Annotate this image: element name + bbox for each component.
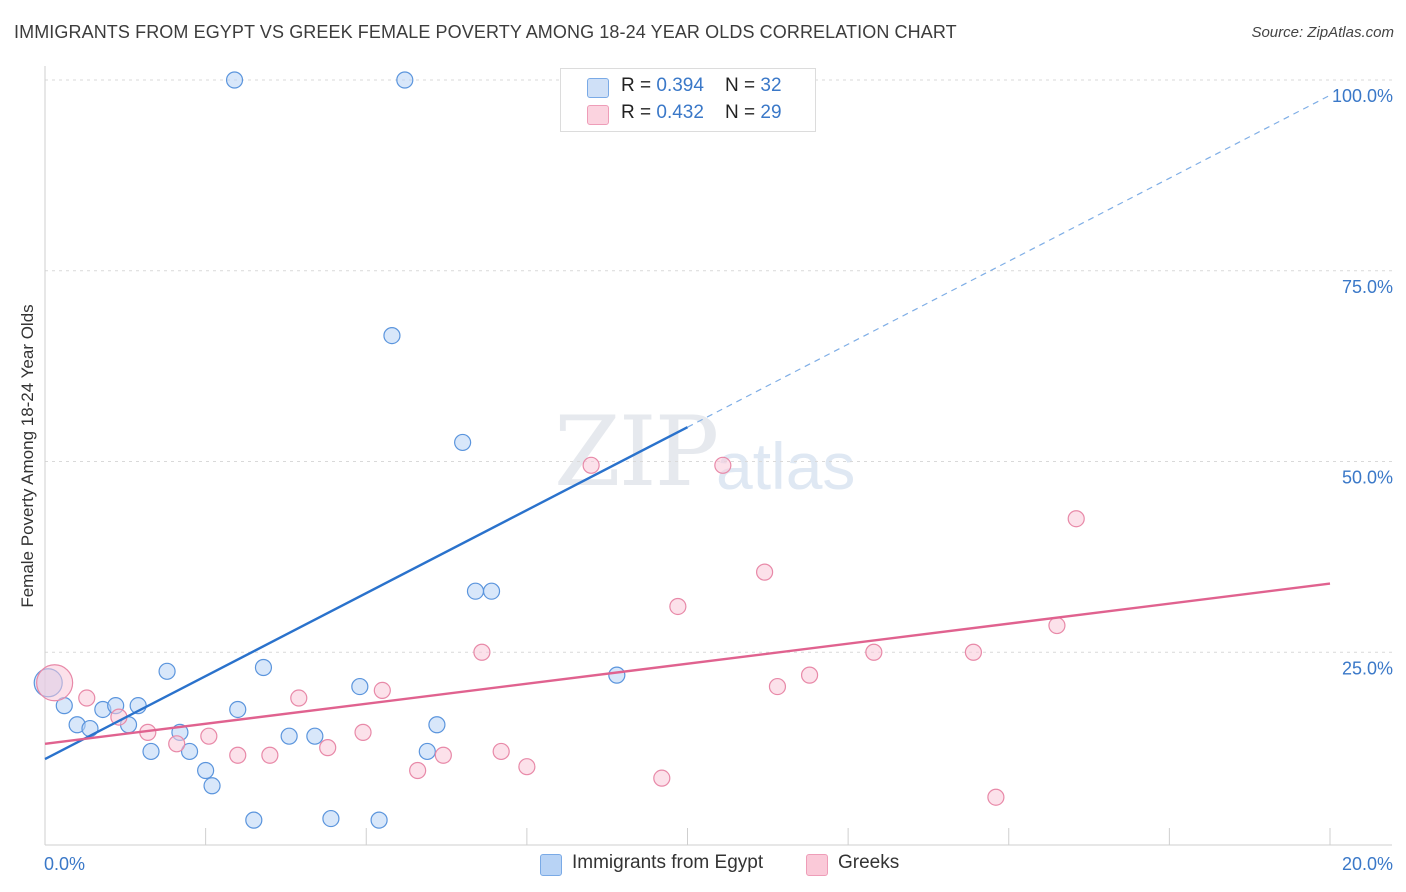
greeks-point (768, 677, 787, 696)
legend-n-value-greeks: 29 (760, 102, 782, 123)
greeks-point (319, 739, 337, 757)
greeks-point (168, 735, 186, 753)
egypt-point (142, 742, 160, 761)
chart-title: IMMIGRANTS FROM EGYPT VS GREEK FEMALE PO… (14, 22, 957, 42)
greeks-point (36, 664, 74, 702)
greeks-point (987, 788, 1005, 806)
greeks-point (434, 746, 452, 764)
egypt-point (608, 666, 626, 684)
greeks-point (800, 666, 819, 684)
greeks-point (865, 643, 883, 661)
greeks-point (200, 727, 218, 745)
legend-r-label: R = (621, 75, 657, 96)
y-tick-label: 75.0% (1342, 277, 1393, 297)
greeks-point (582, 456, 600, 474)
egypt-point (370, 811, 388, 829)
correlation-legend: R = 0.394 N = 32 R = 0.432 N = 29 (560, 68, 816, 132)
greeks-trend-line (44, 582, 1331, 746)
y-tick-label: 50.0% (1342, 468, 1393, 488)
y-tick-label: 25.0% (1342, 658, 1393, 678)
egypt-point (254, 658, 273, 677)
greeks-point (714, 456, 732, 474)
egypt-point (466, 582, 485, 600)
legend-n-label: N = (725, 102, 761, 123)
greeks-point (653, 769, 671, 787)
egypt-point (280, 727, 298, 745)
watermark-atlas: atlas (716, 429, 856, 503)
legend-r-value-egypt: 0.394 (656, 75, 704, 96)
greeks-point (518, 758, 536, 776)
egypt-point (351, 677, 369, 696)
greeks-point (1067, 510, 1085, 528)
egypt-point (229, 700, 247, 719)
greeks-point (78, 689, 96, 707)
greeks-point (755, 563, 774, 581)
egypt-point (454, 433, 472, 452)
legend-r-label: R = (621, 102, 657, 123)
greeks-point (354, 723, 372, 741)
egypt-point (245, 811, 263, 829)
greeks-point (409, 761, 427, 780)
bottom-legend-label-greeks: Greeks (838, 852, 900, 873)
egypt-point (396, 71, 414, 89)
legend-r-value-greeks: 0.432 (656, 102, 704, 123)
egypt-point (225, 71, 244, 89)
legend-n-value-egypt: 32 (760, 75, 782, 96)
legend-swatch-greeks (587, 105, 609, 125)
egypt-point (383, 327, 401, 345)
egypt-trend-line (44, 426, 689, 761)
egypt-point (428, 716, 446, 734)
bottom-legend-swatch-greeks (806, 854, 828, 876)
egypt-point (180, 742, 199, 761)
egypt-point (203, 777, 221, 795)
x-tick-label: 20.0% (1342, 854, 1393, 874)
greeks-point (261, 746, 279, 764)
greeks-point (1048, 616, 1066, 635)
legend-swatch-egypt (587, 78, 609, 98)
x-tick-label: 0.0% (44, 854, 85, 874)
greeks-point (373, 681, 391, 700)
legend-n-label: N = (725, 75, 761, 96)
egypt-point (482, 582, 501, 600)
egypt-point (306, 727, 324, 745)
greeks-point (290, 689, 308, 707)
egypt-point (322, 809, 340, 828)
source-credit: Source: ZipAtlas.com (1251, 24, 1394, 41)
watermark-zip: ZIP (554, 396, 719, 508)
greeks-point (473, 643, 491, 661)
egypt-point (197, 761, 215, 780)
egypt-point (418, 742, 436, 761)
y-tick-label: 100.0% (1332, 86, 1393, 106)
greeks-point (229, 746, 247, 764)
egypt-trend-extension (687, 94, 1331, 428)
greeks-point (964, 643, 983, 661)
egypt-point (158, 662, 176, 680)
bottom-legend-label-egypt: Immigrants from Egypt (572, 852, 764, 873)
bottom-legend-swatch-egypt (540, 854, 562, 876)
greeks-point (669, 597, 687, 616)
greeks-point (492, 742, 510, 761)
